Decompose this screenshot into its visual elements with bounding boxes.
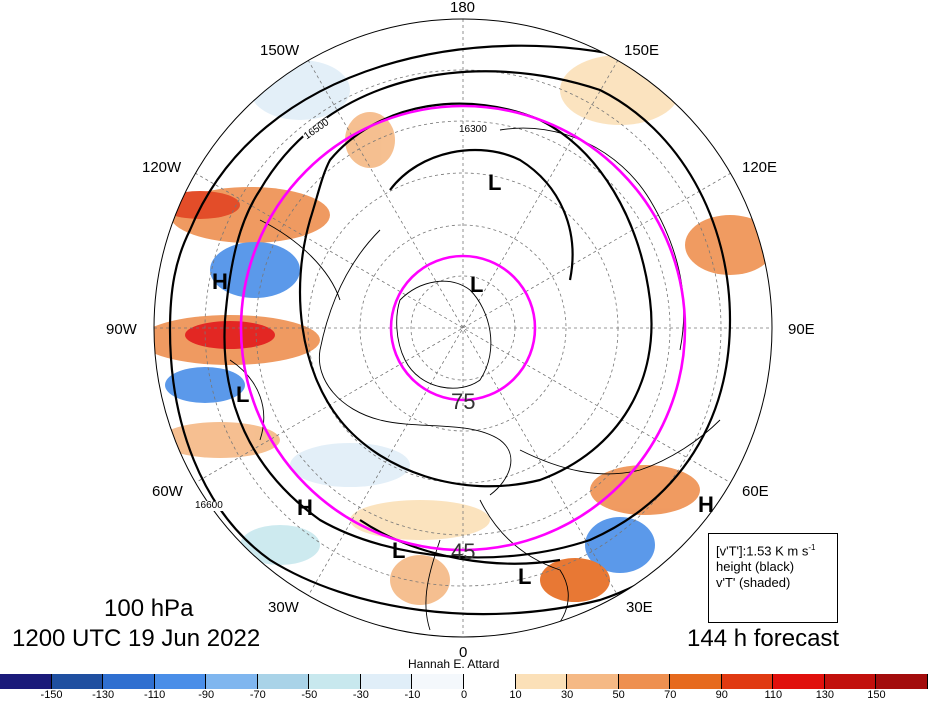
colorbar-tick-label: 70 [664, 689, 677, 701]
colorbar-segment [206, 674, 258, 689]
colorbar-tick-label: 110 [764, 689, 783, 701]
lon-label-150e: 150E [624, 42, 660, 59]
colorbar-tick-label: -130 [92, 689, 115, 701]
ring-label-75: 75 [451, 389, 476, 414]
low-center: L [470, 272, 484, 297]
low-center: L [392, 538, 406, 563]
legend-flux: [v'T']:1.53 K m s-1 [716, 540, 837, 559]
pressure-level: 100 hPa [104, 595, 194, 622]
low-center: L [518, 564, 532, 589]
colorbar-segment [309, 674, 361, 689]
lon-label-30e: 30E [626, 599, 653, 616]
lon-label-150w: 150W [260, 42, 300, 59]
valid-time: 1200 UTC 19 Jun 2022 [12, 625, 261, 652]
colorbar-segment [876, 674, 928, 689]
colorbar-segment [567, 674, 619, 689]
low-center: L [236, 382, 250, 407]
high-center: H [698, 492, 714, 517]
colorbar-segment [515, 674, 568, 689]
colorbar-tick-label: -50 [301, 689, 318, 701]
colorbar-tick-label: 50 [612, 689, 625, 701]
lon-label-120e: 120E [742, 159, 778, 176]
lon-label-90e: 90E [788, 321, 815, 338]
lon-label-60e: 60E [742, 483, 769, 500]
colorbar-segment [360, 674, 413, 689]
lon-label-0: 0 [459, 644, 468, 661]
contour-label: 16300 [458, 124, 488, 135]
coastlines [229, 127, 721, 637]
colorbar-segment [721, 674, 774, 689]
colorbar-tick-label: -30 [352, 689, 369, 701]
forecast-hour: 144 h forecast [687, 625, 840, 652]
legend-shading: v'T' (shaded) [716, 575, 791, 591]
graticule [154, 19, 772, 637]
colorbar-segment [773, 674, 825, 689]
colorbar-tick-label: 90 [715, 689, 728, 701]
legend-height: height (black) [716, 559, 795, 575]
lon-label-90w: 90W [106, 321, 137, 338]
colorbar-segment [257, 674, 310, 689]
colorbar-segment [464, 674, 516, 689]
colorbar-segment [618, 674, 671, 689]
author-credit: Hannah E. Attard [408, 657, 500, 671]
legend-box: [v'T']:1.53 K m s-1 height (black) v'T' … [708, 533, 838, 623]
colorbar-segment [103, 674, 155, 689]
colorbar-tick-label: 150 [867, 689, 886, 701]
colorbar-segment [51, 674, 104, 689]
latitude-rings [239, 104, 687, 552]
ring-label-45: 45 [451, 539, 476, 564]
colorbar-segment [0, 674, 52, 689]
high-center: H [212, 269, 228, 294]
low-center: L [488, 170, 502, 195]
lon-label-120w: 120W [142, 159, 182, 176]
lon-label-60w: 60W [152, 483, 183, 500]
pole-label: 180 [450, 0, 476, 16]
colorbar-tick-label: 130 [815, 689, 835, 701]
colorbar-tick-label: -70 [249, 689, 266, 701]
colorbar-tick-label: 30 [560, 689, 574, 701]
colorbar-tick-label: -150 [40, 689, 63, 701]
colorbar-tick-label: 10 [509, 689, 522, 701]
colorbar-segment [670, 674, 722, 689]
contour-label: 16600 [194, 500, 224, 511]
high-center: H [297, 495, 313, 520]
colorbar-tick-label: -10 [404, 689, 421, 701]
colorbar [0, 674, 928, 689]
colorbar-segment [412, 674, 464, 689]
colorbar-tick-label: -90 [198, 689, 215, 701]
colorbar-segment [154, 674, 207, 689]
polar-map [153, 18, 773, 638]
legend-flux-text: [v'T']:1.53 K m s [716, 543, 809, 559]
colorbar-segment [824, 674, 877, 689]
colorbar-tick-label: 0 [460, 689, 468, 701]
legend-flux-sup: -1 [808, 543, 816, 552]
lon-label-30w: 30W [268, 599, 299, 616]
colorbar-tick-label: -110 [144, 689, 166, 701]
